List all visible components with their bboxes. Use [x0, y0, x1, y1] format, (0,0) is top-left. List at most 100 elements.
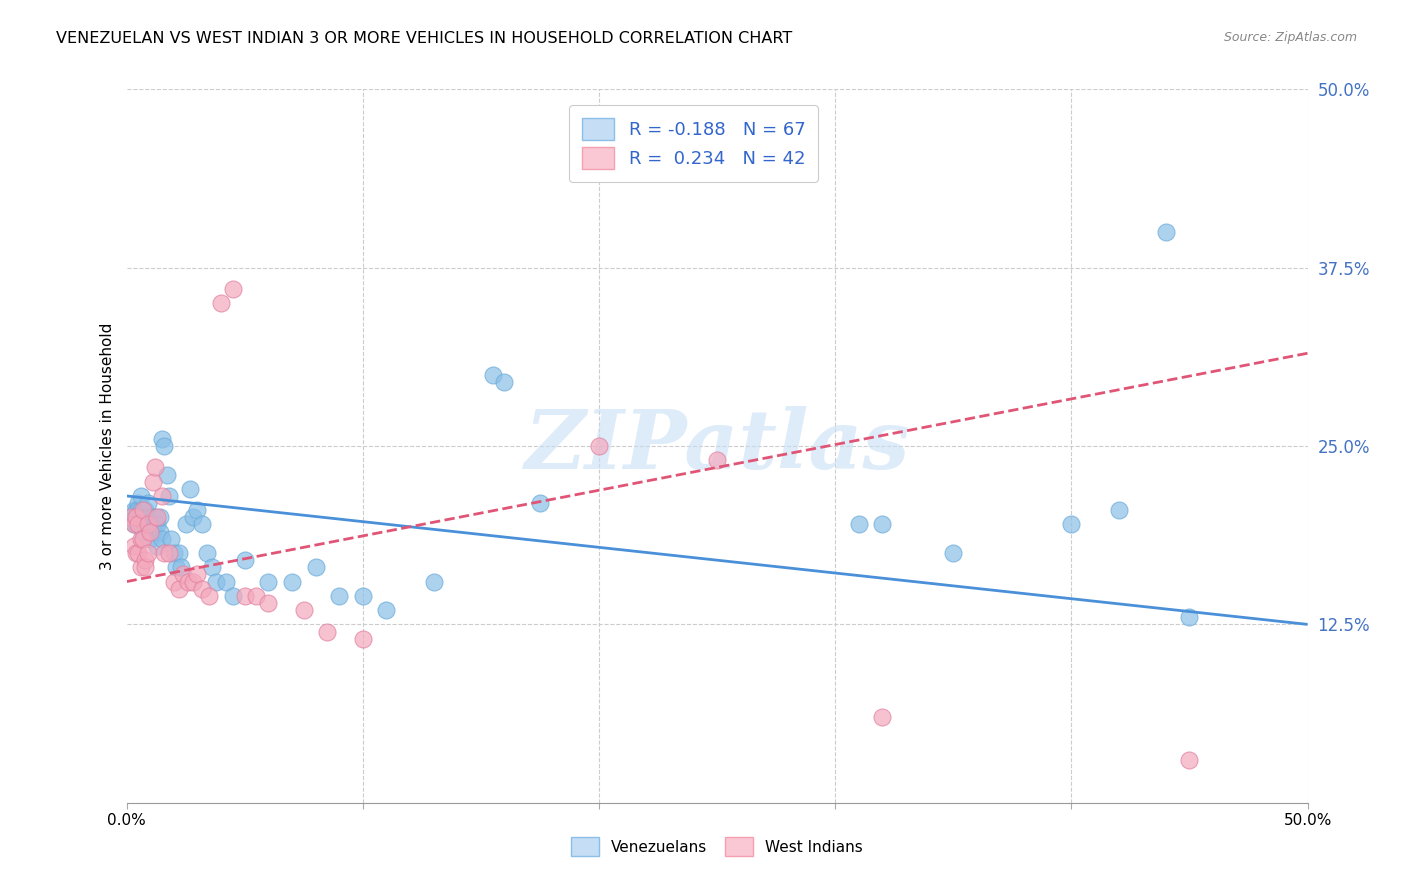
Point: [125, 546, 148, 560]
Point: [129, 489, 152, 503]
Point: [316, 624, 339, 639]
Point: [257, 596, 280, 610]
Point: [872, 710, 894, 724]
Text: ZIPatlas: ZIPatlas: [524, 406, 910, 486]
Point: [134, 510, 156, 524]
Point: [139, 524, 162, 539]
Point: [186, 503, 208, 517]
Point: [165, 560, 187, 574]
Point: [181, 510, 204, 524]
Point: [177, 574, 200, 589]
Point: [245, 589, 267, 603]
Point: [134, 553, 156, 567]
Point: [150, 432, 173, 446]
Point: [122, 539, 145, 553]
Point: [1108, 503, 1130, 517]
Point: [143, 460, 166, 475]
Y-axis label: 3 or more Vehicles in Household: 3 or more Vehicles in Household: [100, 322, 115, 570]
Point: [120, 510, 142, 524]
Point: [129, 510, 152, 524]
Point: [129, 503, 152, 517]
Point: [125, 517, 148, 532]
Point: [149, 524, 172, 539]
Point: [125, 503, 148, 517]
Point: [132, 524, 155, 539]
Point: [163, 546, 186, 560]
Point: [149, 510, 172, 524]
Point: [198, 589, 221, 603]
Point: [1178, 753, 1201, 767]
Point: [136, 510, 159, 524]
Point: [200, 560, 222, 574]
Point: [233, 553, 256, 567]
Point: [205, 574, 228, 589]
Point: [153, 546, 176, 560]
Point: [257, 574, 280, 589]
Point: [132, 517, 155, 532]
Point: [1178, 610, 1201, 624]
Point: [127, 517, 149, 532]
Point: [136, 546, 159, 560]
Point: [122, 503, 145, 517]
Point: [127, 496, 149, 510]
Point: [233, 589, 256, 603]
Point: [127, 510, 149, 524]
Point: [222, 282, 245, 296]
Legend: Venezuelans, West Indians: Venezuelans, West Indians: [561, 827, 873, 866]
Text: Source: ZipAtlas.com: Source: ZipAtlas.com: [1223, 31, 1357, 45]
Point: [481, 368, 503, 382]
Point: [172, 567, 194, 582]
Point: [588, 439, 610, 453]
Point: [328, 589, 350, 603]
Point: [127, 546, 149, 560]
Point: [191, 582, 214, 596]
Point: [186, 567, 208, 582]
Point: [281, 574, 304, 589]
Point: [209, 296, 232, 310]
Point: [529, 496, 551, 510]
Point: [136, 517, 159, 532]
Point: [304, 560, 326, 574]
Point: [157, 546, 180, 560]
Point: [191, 517, 214, 532]
Point: [494, 375, 516, 389]
Point: [146, 517, 169, 532]
Text: VENEZUELAN VS WEST INDIAN 3 OR MORE VEHICLES IN HOUSEHOLD CORRELATION CHART: VENEZUELAN VS WEST INDIAN 3 OR MORE VEHI…: [56, 31, 793, 46]
Point: [352, 589, 374, 603]
Point: [942, 546, 965, 560]
Point: [167, 582, 190, 596]
Point: [139, 532, 162, 546]
Point: [132, 532, 155, 546]
Point: [134, 517, 156, 532]
Point: [143, 510, 166, 524]
Point: [167, 546, 190, 560]
Point: [143, 517, 166, 532]
Point: [195, 546, 218, 560]
Point: [129, 532, 152, 546]
Point: [146, 510, 169, 524]
Point: [134, 560, 156, 574]
Point: [872, 517, 894, 532]
Point: [422, 574, 444, 589]
Point: [127, 503, 149, 517]
Point: [156, 467, 179, 482]
Point: [150, 532, 173, 546]
Point: [141, 475, 163, 489]
Point: [160, 532, 183, 546]
Point: [222, 589, 245, 603]
Point: [122, 517, 145, 532]
Point: [848, 517, 870, 532]
Point: [292, 603, 315, 617]
Point: [1060, 517, 1083, 532]
Point: [157, 489, 180, 503]
Point: [150, 489, 173, 503]
Point: [136, 496, 159, 510]
Point: [153, 439, 176, 453]
Point: [352, 632, 374, 646]
Point: [134, 503, 156, 517]
Point: [141, 510, 163, 524]
Point: [181, 574, 204, 589]
Point: [141, 524, 163, 539]
Point: [120, 510, 142, 524]
Point: [170, 560, 193, 574]
